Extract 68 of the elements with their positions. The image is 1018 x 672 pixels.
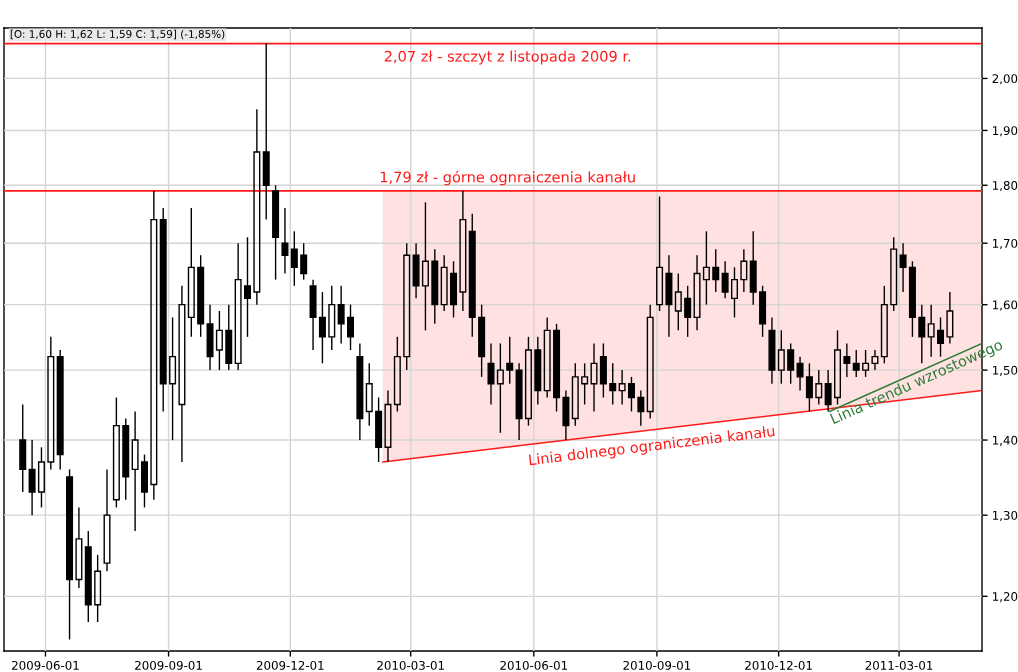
candlestick — [28, 439, 36, 516]
ref-line-label: 1,79 zł - górne ognraiczenia kanału — [380, 170, 635, 186]
y-tick-label: 1,90 — [993, 126, 1018, 137]
y-tick-label: 1,80 — [993, 180, 1018, 192]
candlestick — [665, 254, 673, 338]
candlestick — [824, 369, 832, 413]
candlestick — [19, 403, 27, 493]
candlestick — [796, 355, 804, 392]
candlestick — [515, 362, 523, 441]
candlestick — [281, 207, 289, 275]
candlestick — [262, 42, 270, 221]
candlestick — [440, 254, 448, 312]
candlestick — [459, 190, 467, 312]
x-tick-label: 2010-12-01 — [745, 660, 812, 670]
candlestick — [150, 190, 158, 501]
y-tick-label: 1,30 — [993, 510, 1018, 522]
candlestick — [543, 316, 551, 399]
candlestick — [412, 242, 420, 300]
candlestick — [534, 336, 542, 406]
candlestick — [384, 389, 392, 463]
candlestick — [131, 410, 139, 532]
candlestick — [178, 285, 186, 463]
x-tick-label: 2009-12-01 — [256, 660, 324, 670]
annotation: Linia dolnego ograniczenia kanału — [528, 425, 775, 469]
x-tick-label: 2009-09-01 — [135, 660, 202, 670]
candlestick — [356, 342, 364, 441]
x-tick-label: 2010-06-01 — [500, 660, 568, 670]
candlestick — [75, 506, 83, 589]
candlestick — [674, 272, 682, 332]
candlestick — [721, 260, 729, 300]
candlestick — [215, 310, 223, 371]
candlestick — [562, 389, 570, 441]
candlestick — [637, 389, 645, 427]
candlestick — [47, 336, 55, 471]
x-tick-label: 2011-03-01 — [865, 660, 933, 670]
candlestick — [899, 242, 907, 293]
candlestick — [337, 285, 345, 345]
candlestick — [243, 236, 252, 338]
y-tick-label: 1,40 — [993, 435, 1018, 446]
candlestick — [618, 369, 626, 406]
candlestick — [487, 342, 495, 406]
candlestick — [253, 108, 261, 306]
candlestick — [56, 349, 64, 471]
y-tick-label: 2,00 — [992, 74, 1018, 85]
candlestick — [693, 254, 701, 332]
candlestick — [421, 201, 429, 332]
candlestick — [206, 303, 214, 371]
candlestick — [234, 242, 242, 371]
candlestick — [871, 349, 879, 371]
candlestick — [590, 342, 598, 413]
y-tick-label: 1,70 — [993, 238, 1018, 250]
ref-line-label: 2,07 zł - szczyt z listopada 2009 r. — [384, 50, 631, 65]
x-tick-label: 2010-03-01 — [377, 660, 444, 670]
y-tick-label: 1,20 — [993, 592, 1018, 603]
candlestick — [309, 278, 317, 351]
candlestick — [740, 248, 748, 293]
candlestick — [843, 342, 851, 378]
candlestick — [768, 316, 776, 385]
candlestick — [187, 207, 195, 338]
candlestick — [496, 342, 504, 434]
candlestick — [702, 230, 710, 306]
candlestick — [103, 468, 111, 572]
candlestick — [169, 316, 177, 441]
x-tick-label: 2010-09-01 — [623, 660, 691, 670]
annotation: [O: 1,60 H: 1,62 L: 1,59 C: 1,59] (-1,85%) — [10, 29, 225, 40]
x-tick-label: 2009-06-01 — [12, 660, 79, 670]
candlestick — [318, 291, 326, 365]
y-tick-label: 1,60 — [993, 300, 1018, 311]
